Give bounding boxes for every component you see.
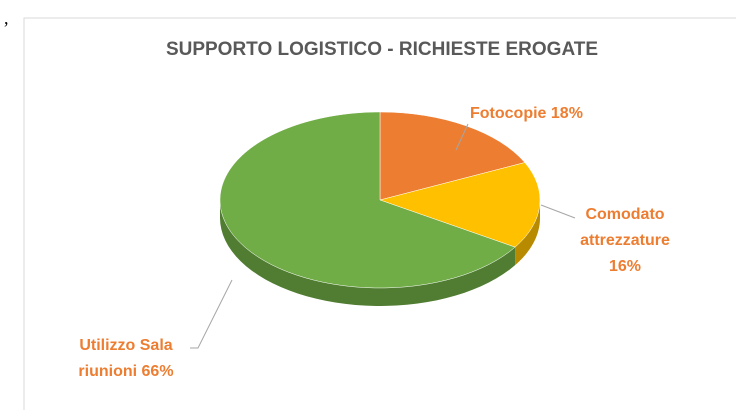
value-label: 66% xyxy=(141,363,174,380)
corner-mark: , xyxy=(4,8,9,28)
category-label: Comodato attrezzature xyxy=(580,206,670,249)
slice-side xyxy=(515,200,540,266)
leader-line xyxy=(190,279,233,349)
value-label: 16% xyxy=(608,258,642,275)
chart-frame xyxy=(23,17,736,410)
slice xyxy=(219,111,516,289)
leader-line xyxy=(455,123,469,151)
value-label: 18% xyxy=(550,105,583,122)
slice xyxy=(379,111,526,201)
leader-line xyxy=(540,204,576,219)
data-label: Utilizzo Sala riunioni 66% xyxy=(62,333,190,385)
data-label: Fotocopie 18% xyxy=(470,101,630,127)
category-label: Fotocopie xyxy=(470,105,547,122)
category-label: Utilizzo Sala riunioni xyxy=(78,337,173,380)
slice-side xyxy=(220,200,516,306)
chart-title: SUPPORTO LOGISTICO - RICHIESTE EROGATE xyxy=(166,39,598,60)
slice xyxy=(379,162,541,248)
data-label: Comodato attrezzature 16% xyxy=(566,202,684,280)
